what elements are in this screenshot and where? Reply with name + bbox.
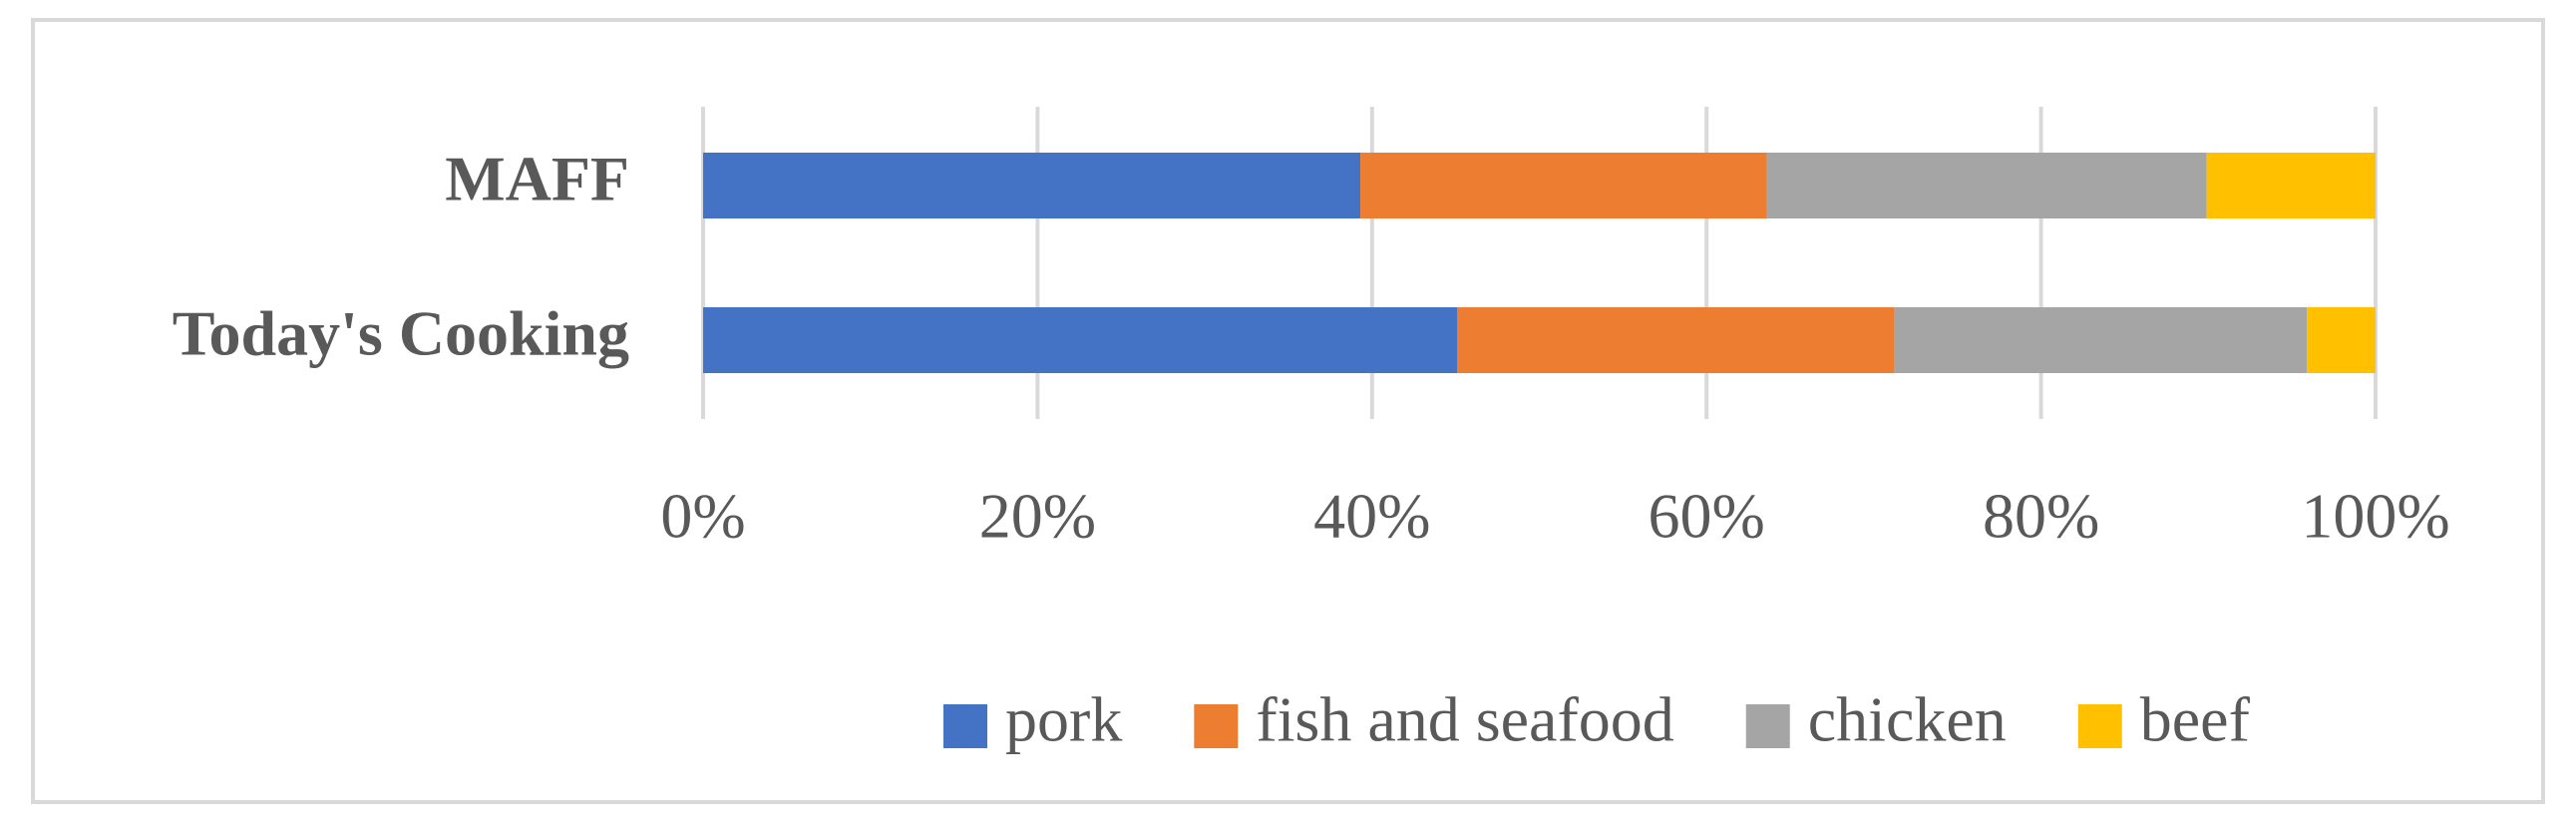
chart-border <box>31 18 2545 804</box>
legend-swatch <box>1745 704 1790 748</box>
x-tick-label: 80% <box>1983 481 2099 552</box>
legend-swatch <box>943 704 987 748</box>
x-tick-label: 20% <box>979 481 1096 552</box>
bar-segment <box>1457 307 1895 373</box>
bar-segment <box>1360 153 1767 218</box>
legend-swatch <box>2077 704 2122 748</box>
legend-label: beef <box>2140 684 2251 755</box>
bar-segment <box>2206 153 2376 218</box>
x-tick-label: 60% <box>1649 481 1765 552</box>
x-tick-label: 0% <box>660 481 745 552</box>
legend-label: fish and seafood <box>1256 684 1673 755</box>
y-tick-label: MAFF <box>445 144 629 214</box>
x-tick-label: 100% <box>2301 481 2449 552</box>
bar-segment <box>703 307 1458 373</box>
bar-segment <box>703 153 1361 218</box>
y-tick-label: Today's Cooking <box>173 298 629 369</box>
x-tick-label: 40% <box>1313 481 1430 552</box>
legend-swatch <box>1194 704 1239 748</box>
bar-segment <box>2307 307 2376 373</box>
bar-segment <box>1894 307 2308 373</box>
bar-segment <box>1766 153 2207 218</box>
legend-label: pork <box>1005 684 1122 755</box>
legend-label: chicken <box>1808 684 2007 755</box>
